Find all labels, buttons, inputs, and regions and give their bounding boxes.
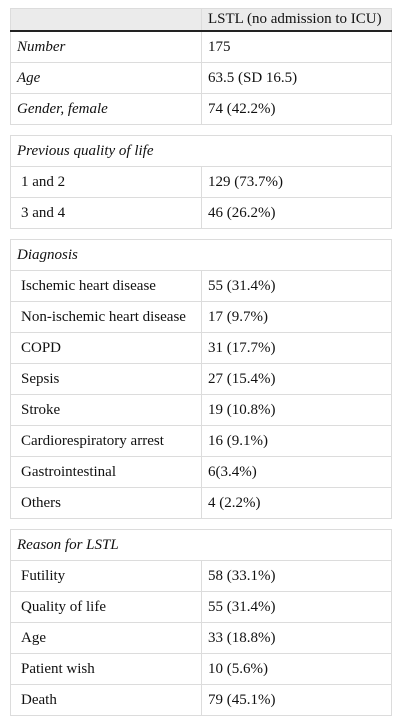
row-value: 55 (31.4%) [201, 270, 392, 302]
header-cell [10, 8, 202, 32]
data-row: Number 175 [10, 30, 392, 63]
row-label: Ischemic heart disease [10, 270, 202, 302]
row-label: Age [10, 62, 202, 94]
data-row: Patient wish 10 (5.6%) [10, 653, 392, 685]
spacer-row [10, 124, 392, 136]
section-row: Previous quality of life [10, 135, 392, 167]
row-label: Gender, female [10, 93, 202, 125]
row-label: Stroke [10, 394, 202, 426]
data-row: Cardiorespiratory arrest 16 (9.1%) [10, 425, 392, 457]
row-value: 175 [201, 30, 392, 63]
spacer-cell [10, 124, 392, 136]
data-row: 3 and 4 46 (26.2%) [10, 197, 392, 229]
row-label: Gastrointestinal [10, 456, 202, 488]
data-row: Age 63.5 (SD 16.5) [10, 62, 392, 94]
data-row: Non-ischemic heart disease 17 (9.7%) [10, 301, 392, 333]
row-label: COPD [10, 332, 202, 364]
row-value: 17 (9.7%) [201, 301, 392, 333]
section-row: Diagnosis [10, 239, 392, 271]
spacer-row [10, 518, 392, 530]
row-label: Futility [10, 560, 202, 592]
data-row: Ischemic heart disease 55 (31.4%) [10, 270, 392, 302]
spacer-row [10, 228, 392, 240]
row-value: 46 (26.2%) [201, 197, 392, 229]
row-value: 55 (31.4%) [201, 591, 392, 623]
row-label: Others [10, 487, 202, 519]
row-value: 74 (42.2%) [201, 93, 392, 125]
data-row: COPD 31 (17.7%) [10, 332, 392, 364]
section-title: Reason for LSTL [10, 529, 392, 561]
row-value: 16 (9.1%) [201, 425, 392, 457]
data-table: LSTL (no admission to ICU) Number 175 Age 6… [10, 8, 392, 716]
row-label: Age [10, 622, 202, 654]
section-row: Reason for LSTL [10, 529, 392, 561]
data-row: 1 and 2 129 (73.7%) [10, 166, 392, 198]
row-value: 33 (18.8%) [201, 622, 392, 654]
spacer-cell [10, 518, 392, 530]
data-row: Others 4 (2.2%) [10, 487, 392, 519]
row-label: Cardiorespiratory arrest [10, 425, 202, 457]
table-body: LSTL (no admission to ICU) Number 175 Age 6… [10, 8, 392, 716]
row-label: Sepsis [10, 363, 202, 395]
section-title: Previous quality of life [10, 135, 392, 167]
row-label: 1 and 2 [10, 166, 202, 198]
data-row: Gastrointestinal 6(3.4%) [10, 456, 392, 488]
section-title: Diagnosis [10, 239, 392, 271]
row-value: 4 (2.2%) [201, 487, 392, 519]
row-value: 6(3.4%) [201, 456, 392, 488]
row-label: Number [10, 30, 202, 63]
row-value: 129 (73.7%) [201, 166, 392, 198]
row-label: Death [10, 684, 202, 716]
row-label: 3 and 4 [10, 197, 202, 229]
data-row: Gender, female 74 (42.2%) [10, 93, 392, 125]
row-label: Patient wish [10, 653, 202, 685]
spacer-cell [10, 228, 392, 240]
row-value: 63.5 (SD 16.5) [201, 62, 392, 94]
data-row: Quality of life 55 (31.4%) [10, 591, 392, 623]
data-row: Stroke 19 (10.8%) [10, 394, 392, 426]
header-cell: LSTL (no admission to ICU) [201, 8, 392, 32]
row-value: 10 (5.6%) [201, 653, 392, 685]
header-row: LSTL (no admission to ICU) [10, 8, 392, 32]
row-label: Non-ischemic heart disease [10, 301, 202, 333]
data-row: Sepsis 27 (15.4%) [10, 363, 392, 395]
data-row: Death 79 (45.1%) [10, 684, 392, 716]
row-value: 31 (17.7%) [201, 332, 392, 364]
data-row: Age 33 (18.8%) [10, 622, 392, 654]
row-value: 58 (33.1%) [201, 560, 392, 592]
row-label: Quality of life [10, 591, 202, 623]
row-value: 79 (45.1%) [201, 684, 392, 716]
row-value: 19 (10.8%) [201, 394, 392, 426]
row-value: 27 (15.4%) [201, 363, 392, 395]
data-row: Futility 58 (33.1%) [10, 560, 392, 592]
